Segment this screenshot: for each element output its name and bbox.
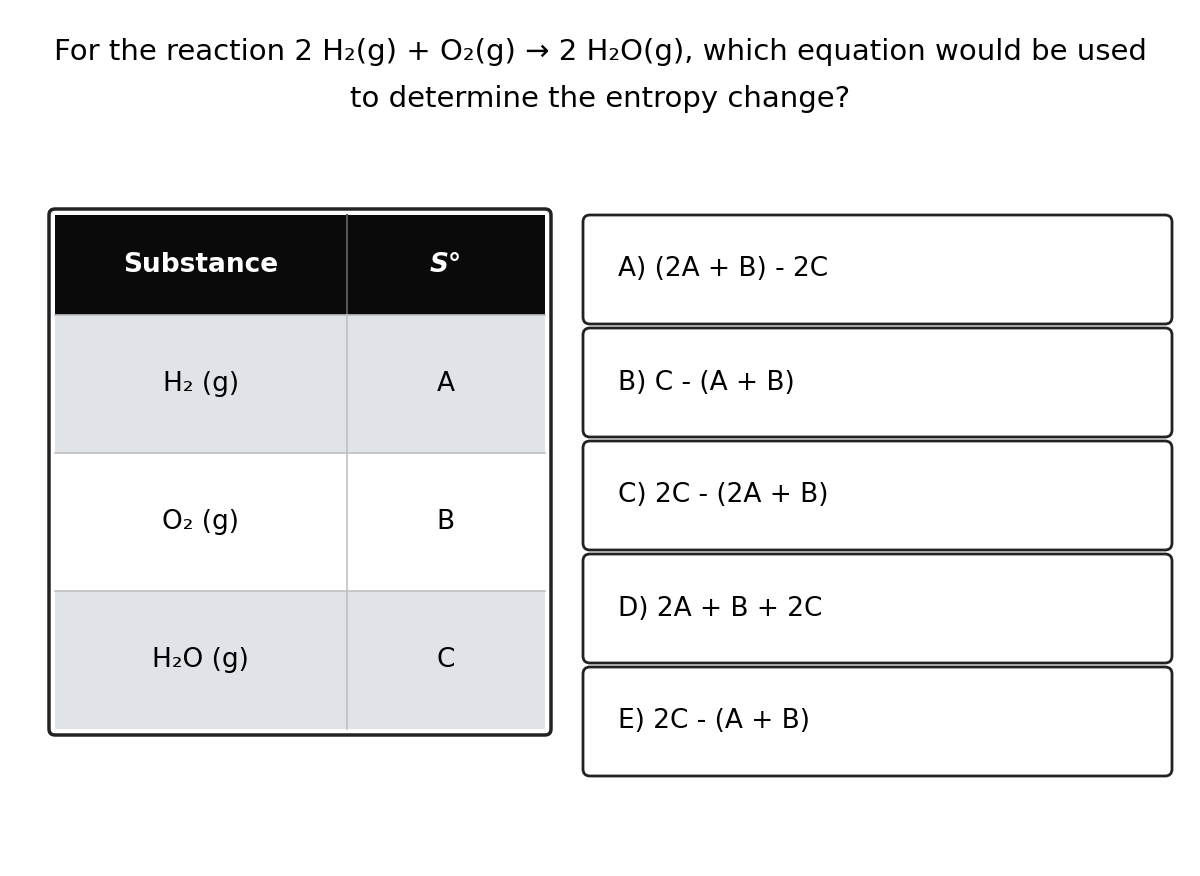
Text: B: B <box>437 509 455 535</box>
Text: C: C <box>437 647 455 673</box>
FancyBboxPatch shape <box>583 328 1172 437</box>
Text: E) 2C - (A + B): E) 2C - (A + B) <box>618 709 810 734</box>
Text: to determine the entropy change?: to determine the entropy change? <box>350 85 850 113</box>
Text: A: A <box>437 371 455 397</box>
Text: H₂O (g): H₂O (g) <box>152 647 250 673</box>
Text: B) C - (A + B): B) C - (A + B) <box>618 370 794 395</box>
Text: H₂ (g): H₂ (g) <box>163 371 239 397</box>
FancyBboxPatch shape <box>583 554 1172 663</box>
Text: A) (2A + B) - 2C: A) (2A + B) - 2C <box>618 257 828 282</box>
FancyBboxPatch shape <box>49 209 551 735</box>
Bar <box>55 591 545 729</box>
Text: O₂ (g): O₂ (g) <box>162 509 239 535</box>
Text: S°: S° <box>430 252 462 278</box>
Bar <box>55 215 545 315</box>
Text: C) 2C - (2A + B): C) 2C - (2A + B) <box>618 483 828 508</box>
FancyBboxPatch shape <box>583 215 1172 324</box>
Text: For the reaction 2 H₂(g) + O₂(g) → 2 H₂O(g), which equation would be used: For the reaction 2 H₂(g) + O₂(g) → 2 H₂O… <box>54 38 1146 66</box>
Bar <box>55 315 545 453</box>
FancyBboxPatch shape <box>583 667 1172 776</box>
Bar <box>55 453 545 591</box>
Text: D) 2A + B + 2C: D) 2A + B + 2C <box>618 596 822 621</box>
FancyBboxPatch shape <box>583 441 1172 550</box>
Text: Substance: Substance <box>124 252 278 278</box>
